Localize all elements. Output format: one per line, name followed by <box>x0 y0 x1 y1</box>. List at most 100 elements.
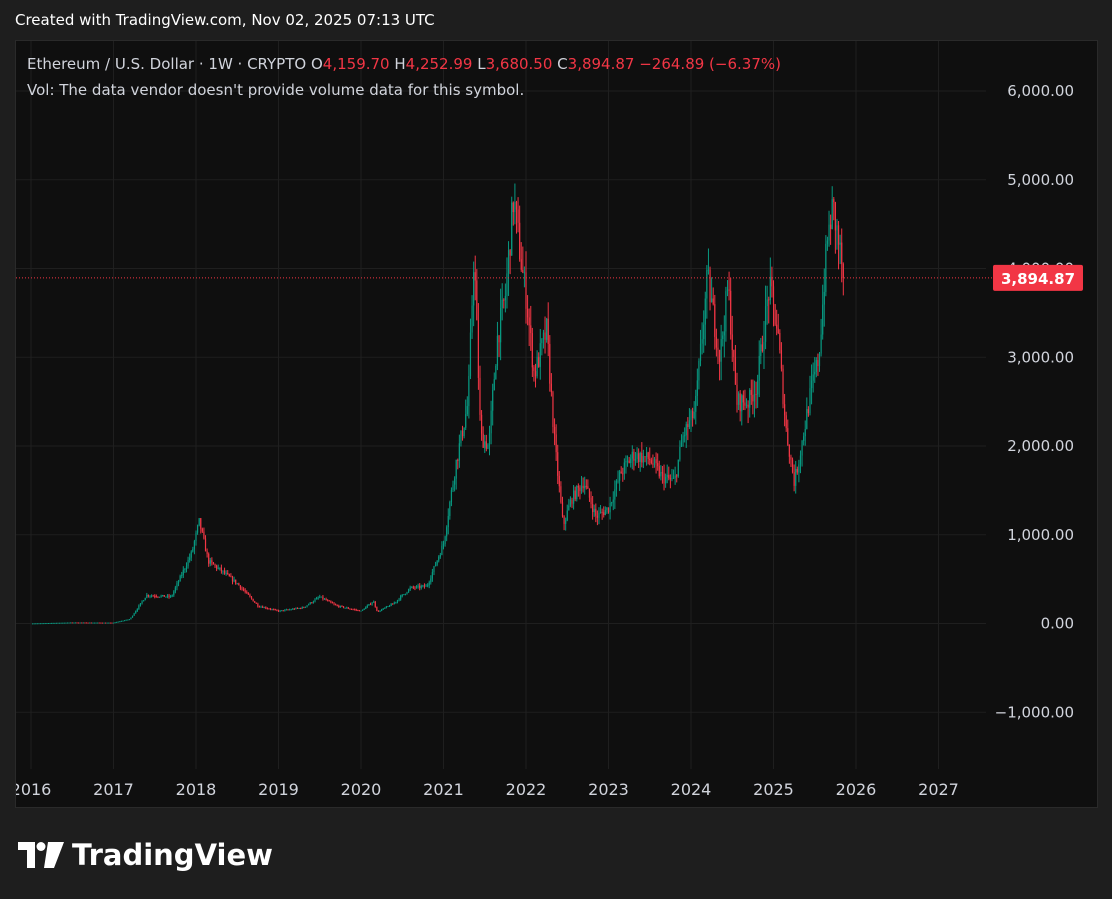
candle-body <box>117 621 119 623</box>
candle-body <box>531 333 533 368</box>
candle-body <box>658 466 660 477</box>
change-value: −264.89 (−6.37%) <box>639 55 781 73</box>
candle-body <box>114 622 116 624</box>
x-tick-label: 2025 <box>753 780 794 799</box>
candle-body <box>822 304 824 335</box>
candle-body <box>143 600 145 602</box>
candle-body <box>685 424 687 436</box>
open-value: 4,159.70 <box>322 55 390 73</box>
open-letter: O <box>310 55 323 73</box>
candle-body <box>427 585 429 587</box>
candle-body <box>479 377 481 415</box>
candle-body <box>834 202 836 231</box>
candle-body <box>249 594 251 597</box>
candle-body <box>736 384 738 405</box>
candle-body <box>277 610 280 612</box>
candle-body <box>620 471 622 474</box>
candle-body <box>44 623 46 625</box>
candle-body <box>43 623 45 625</box>
candle-body <box>124 620 126 622</box>
candle-body <box>501 299 503 308</box>
candle-body <box>823 291 825 305</box>
candle-body <box>596 515 598 518</box>
candle-body <box>699 343 702 361</box>
candle-body <box>549 344 551 384</box>
candle-body <box>615 480 618 490</box>
candle-body <box>177 581 180 584</box>
candle-body <box>726 289 729 292</box>
candle-body <box>219 567 221 569</box>
candle-body <box>487 444 489 449</box>
candle-body <box>125 619 127 621</box>
candle-body <box>450 490 453 503</box>
candle-body <box>750 389 752 395</box>
candle-body <box>166 595 169 597</box>
candle-body <box>306 605 308 607</box>
candle-body <box>309 602 311 605</box>
candle-body <box>361 609 364 611</box>
candle-body <box>806 409 808 429</box>
candle-body <box>828 224 830 241</box>
candle-body <box>60 622 62 624</box>
candle-body <box>354 609 356 611</box>
candle-body <box>287 609 289 611</box>
candle-body <box>525 272 527 309</box>
candle-body <box>181 575 183 577</box>
x-tick-label: 2017 <box>93 780 134 799</box>
candle-body <box>198 518 200 526</box>
candle-body <box>174 587 176 592</box>
candle-body <box>98 622 100 624</box>
candle-body <box>208 553 210 564</box>
candle-body <box>292 608 294 610</box>
candle-body <box>709 269 711 303</box>
candle-body <box>677 459 679 477</box>
price-chart[interactable]: 6,000.00 5,000.00 3,000.00 2,000.00 1,000.00… <box>16 41 1098 808</box>
candle-body <box>442 544 445 546</box>
candle-body <box>720 338 722 362</box>
candle-body <box>184 568 186 570</box>
candle-body <box>342 606 345 608</box>
candle-body <box>330 601 332 603</box>
candle-body <box>241 588 243 590</box>
candle-body <box>311 602 313 604</box>
candle-body <box>565 520 567 524</box>
candle-body <box>438 556 440 561</box>
chart-panel[interactable]: 6,000.00 5,000.00 3,000.00 2,000.00 1,000.00… <box>15 40 1098 808</box>
candle-body <box>376 606 378 611</box>
candle-body <box>298 608 300 610</box>
candle-body <box>660 472 662 477</box>
candle-body <box>785 415 787 429</box>
candle-body <box>242 588 245 591</box>
candle-body <box>837 225 840 245</box>
candle-body <box>439 554 441 557</box>
candle-body <box>109 622 111 624</box>
candle-body <box>795 468 797 486</box>
candle-body <box>707 269 710 271</box>
candle-body <box>696 380 698 396</box>
candle-body <box>182 569 184 576</box>
candle-body <box>290 609 292 611</box>
candle-body <box>742 395 744 403</box>
candle-body <box>784 404 786 416</box>
candle-body <box>447 516 449 528</box>
candle-body <box>38 623 40 625</box>
candle-body <box>728 289 730 291</box>
candle-body <box>262 606 264 608</box>
candle-body <box>281 610 283 612</box>
candle-body <box>480 414 483 434</box>
candle-body <box>698 360 700 381</box>
candle-body <box>639 452 641 462</box>
candle-body <box>404 593 407 595</box>
candle-body <box>36 623 38 625</box>
candle-body <box>745 404 748 406</box>
candle-body <box>801 440 803 456</box>
candle-body <box>122 620 124 622</box>
candle-body <box>841 242 843 264</box>
candle-body <box>360 610 362 612</box>
candle-body <box>649 458 651 461</box>
candle-body <box>393 602 395 604</box>
candle-body <box>714 304 716 337</box>
x-tick-label: 2018 <box>176 780 217 799</box>
candle-body <box>465 414 467 428</box>
candle-body <box>81 622 83 624</box>
